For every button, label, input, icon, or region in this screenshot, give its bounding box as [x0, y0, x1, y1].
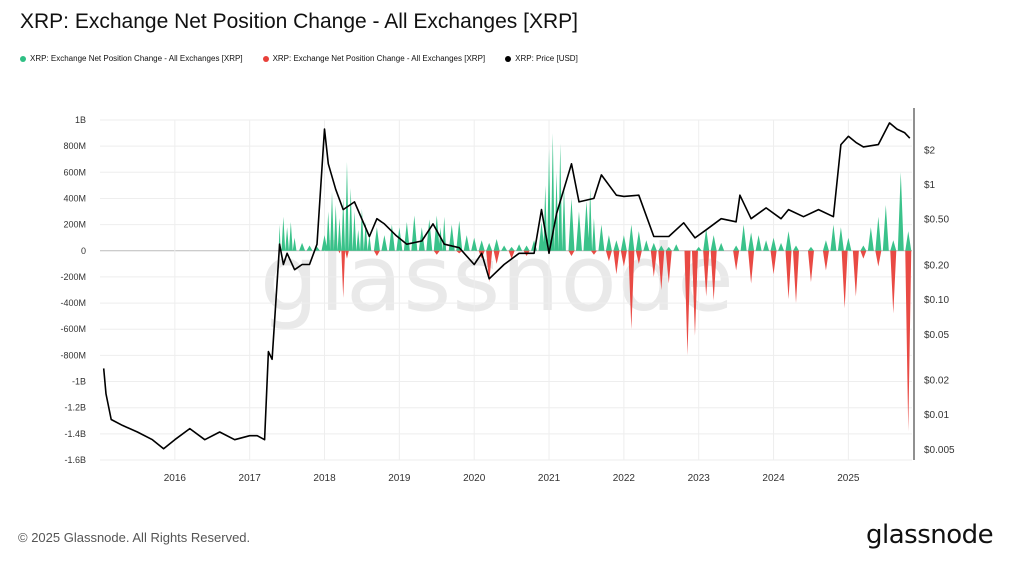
legend-label-price: XRP: Price [USD]	[515, 54, 578, 63]
legend-label-outflow: XRP: Exchange Net Position Change - All …	[272, 54, 486, 63]
legend-item-inflow[interactable]: XRP: Exchange Net Position Change - All …	[20, 54, 243, 63]
x-tick-label: 2022	[613, 473, 636, 484]
y2-tick-label: $0.05	[924, 330, 949, 341]
legend-dot-red	[262, 55, 269, 62]
y-tick-label: -800M	[60, 350, 86, 360]
copyright-footer: © 2025 Glassnode. All Rights Reserved.	[18, 530, 251, 545]
y2-tick-label: $2	[924, 145, 936, 156]
y2-tick-label: $0.20	[924, 260, 949, 271]
y-tick-label: -400M	[60, 298, 86, 308]
outflow-area	[338, 250, 912, 432]
y2-tick-label: $0.01	[924, 410, 949, 421]
y-tick-label: 200M	[63, 220, 86, 230]
y-tick-label: 800M	[63, 141, 86, 151]
x-tick-label: 2021	[538, 473, 561, 484]
inflow-area	[277, 133, 912, 251]
y-tick-label: -1.4B	[64, 429, 86, 439]
y2-tick-label: $0.10	[924, 295, 949, 306]
y-tick-label: -1B	[72, 377, 86, 387]
page-title: XRP: Exchange Net Position Change - All …	[20, 10, 578, 33]
y-tick-label: -1.2B	[64, 403, 86, 413]
legend-dot-green	[20, 55, 26, 62]
x-tick-label: 2018	[313, 473, 336, 484]
y-tick-label: -600M	[60, 324, 86, 334]
x-tick-label: 2019	[388, 473, 411, 484]
brand-logo: glassnode	[866, 520, 994, 550]
y-tick-label: -200M	[60, 272, 86, 282]
legend-item-price[interactable]: XRP: Price [USD]	[505, 54, 578, 63]
y2-tick-label: $0.005	[924, 445, 955, 456]
y-tick-label: 600M	[63, 167, 86, 177]
legend-dot-black	[505, 55, 512, 62]
x-tick-label: 2023	[688, 473, 711, 484]
x-tick-label: 2017	[239, 473, 262, 484]
legend: XRP: Exchange Net Position Change - All …	[20, 54, 578, 63]
x-tick-label: 2025	[837, 473, 860, 484]
x-tick-label: 2020	[463, 473, 486, 484]
legend-label-inflow: XRP: Exchange Net Position Change - All …	[30, 54, 243, 63]
price-line	[102, 122, 911, 450]
x-tick-label: 2024	[762, 473, 785, 484]
y-tick-label: -1.6B	[64, 455, 86, 465]
legend-item-outflow[interactable]: XRP: Exchange Net Position Change - All …	[262, 54, 486, 63]
y2-tick-label: $0.02	[924, 376, 949, 387]
x-tick-label: 2016	[164, 473, 187, 484]
y2-tick-label: $1	[924, 180, 936, 191]
y-tick-label: 400M	[63, 193, 86, 203]
y-tick-label: 1B	[75, 115, 86, 125]
y2-tick-label: $0.50	[924, 215, 949, 226]
y-tick-label: 0	[81, 246, 86, 256]
